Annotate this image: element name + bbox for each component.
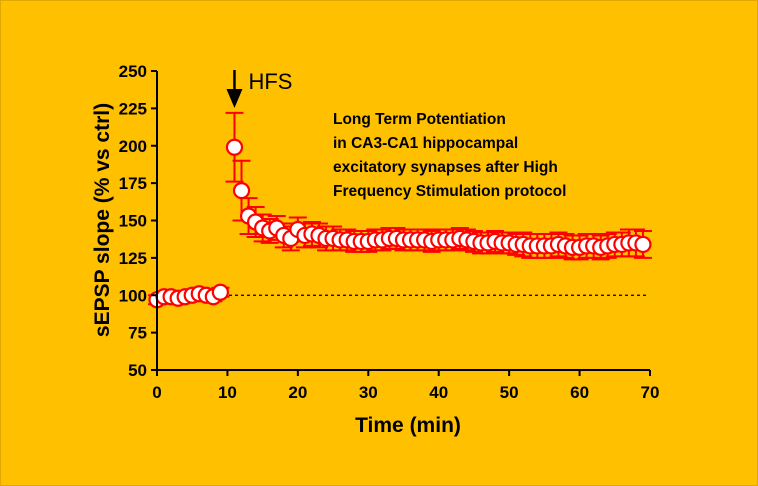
y-tick-label: 100 (119, 286, 147, 305)
x-tick-label: 0 (152, 383, 161, 402)
y-tick-label: 50 (128, 361, 147, 380)
y-tick-label: 175 (119, 174, 147, 193)
x-tick-label: 10 (218, 383, 237, 402)
y-tick-label: 200 (119, 137, 147, 156)
x-tick-label: 70 (641, 383, 660, 402)
y-tick-label: 225 (119, 99, 147, 118)
x-tick-label: 20 (288, 383, 307, 402)
y-tick-label: 125 (119, 249, 147, 268)
hfs-label: HFS (248, 69, 292, 94)
x-tick-label: 40 (429, 383, 448, 402)
x-tick-label: 60 (570, 383, 589, 402)
y-tick-label: 250 (119, 62, 147, 81)
y-tick-label: 150 (119, 212, 147, 231)
y-tick-label: 75 (128, 324, 147, 343)
annotation-line-3: excitatory synapses after High (333, 159, 558, 176)
y-axis-title: sEPSP slope (% vs ctrl) (91, 103, 114, 337)
x-tick-label: 50 (500, 383, 519, 402)
x-axis-title: Time (min) (355, 414, 461, 437)
hfs-arrow-icon (226, 70, 243, 108)
x-tick-label: 30 (359, 383, 378, 402)
data-point (211, 283, 229, 301)
data-point (232, 182, 251, 200)
data-point (634, 235, 652, 254)
annotation-line-2: in CA3-CA1 hippocampal (333, 135, 518, 152)
ticks: 0 10 20 30 40 50 60 70 50 75 100 125 150 175 200 225 250 (119, 62, 660, 402)
data-point (225, 138, 244, 156)
annotation-line-4: Frequency Stimulation protocol (333, 183, 566, 200)
annotation-line-1: Long Term Potentiation (333, 111, 506, 128)
data-markers (148, 138, 652, 309)
